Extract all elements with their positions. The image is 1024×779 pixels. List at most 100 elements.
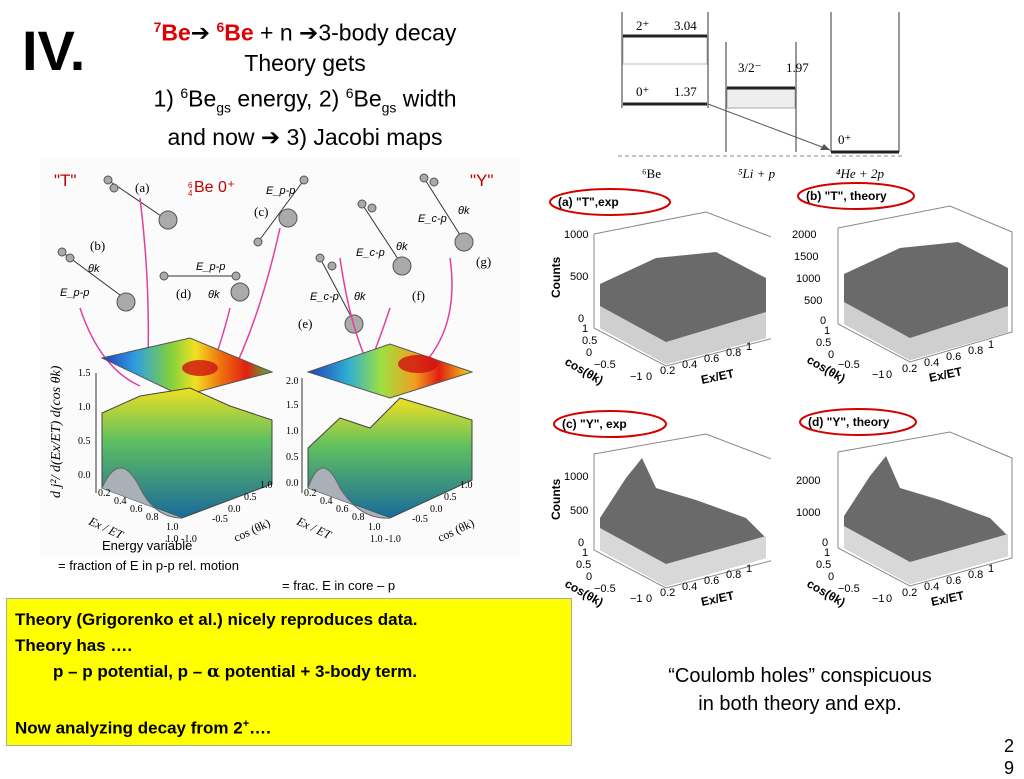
- summary-line-3: p – p potential, p – α potential + 3-bod…: [15, 659, 563, 685]
- cos-tick: −1: [630, 593, 643, 605]
- be6-0plus-energy: 1.37: [674, 84, 697, 99]
- he4-state-label: 0⁺: [838, 132, 851, 147]
- cos-tick: −0.5: [838, 583, 860, 595]
- page-number-digit-2: 9: [1003, 758, 1014, 778]
- histogram-title: (d) "Y", theory: [808, 415, 890, 429]
- slide-title: 7Be➔ 6Be + n ➔3-body decay Theory gets 1…: [90, 12, 520, 152]
- cos-tick: −0.5: [838, 359, 860, 371]
- arrow-icon: ➔: [190, 19, 211, 46]
- cos-tick: 1: [824, 547, 830, 559]
- cos-tick: 0.5: [582, 335, 597, 347]
- theta-label: θk: [458, 205, 470, 217]
- ex-tick: 0.2: [902, 363, 917, 375]
- tick: 0.8: [352, 512, 365, 523]
- tick: 0.0: [78, 470, 91, 481]
- diagram-label-e: (e): [298, 316, 312, 331]
- diagram-label-d: (d): [176, 286, 191, 301]
- histogram-title: (a) "T",exp: [558, 195, 619, 209]
- diagram-a: (a): [103, 175, 178, 230]
- summary-ellipsis: ….: [249, 718, 271, 738]
- tick: 0.5: [78, 436, 91, 447]
- tick: 0.2: [304, 488, 317, 499]
- ex-tick: 0.4: [682, 581, 697, 593]
- y-axis-label: Counts: [549, 478, 563, 520]
- ex-tick: 0.8: [968, 569, 983, 581]
- cos-tick: 1: [582, 323, 588, 335]
- histogram-panel-b: (b) "T", theory 2000 1500 1000 500 0 1 0…: [790, 182, 1015, 387]
- be7-mass-number: 7: [153, 19, 162, 35]
- title-line-3: 1) 6Begs energy, 2) 6Begs width: [90, 78, 520, 122]
- title-width-text: width: [396, 85, 457, 112]
- summary-box: Theory (Grigorenko et al.) nicely reprod…: [6, 598, 572, 746]
- ex-tick: 0.6: [946, 351, 961, 363]
- summary-line-2: Theory has ….: [15, 636, 133, 655]
- sub-gs: gs: [216, 98, 232, 115]
- z-tick: 500: [570, 505, 588, 517]
- tick: 1.0 -1.0: [166, 534, 197, 545]
- level-scheme-svg: 2⁺ 3.04 0⁺ 1.37 3/2⁻ 1.97 0⁺ ⁶Be ⁵Li + p…: [618, 12, 903, 181]
- page-number: 2 9: [998, 735, 1020, 779]
- ex-tick: 1: [746, 563, 752, 575]
- ex-tick: 0.6: [704, 575, 719, 587]
- title-decay-text: + n ➔3-body decay: [253, 19, 457, 46]
- histogram-a-svg: (a) "T",exp Counts 1000 500 0 1 0.5 0 −0…: [549, 188, 775, 388]
- tick: -0.5: [412, 514, 428, 525]
- ex-tick: 0: [886, 369, 892, 381]
- z-tick: 1000: [564, 229, 588, 241]
- nucleus-label: Be 0⁺: [194, 179, 235, 196]
- title-line-1: 7Be➔ 6Be + n ➔3-body decay: [90, 12, 520, 48]
- cos-tick: 0.5: [816, 559, 831, 571]
- left-surface-plot: d j²/ d(Ex/ET) d(cos θk): [49, 337, 274, 519]
- z-tick: 0: [822, 537, 828, 549]
- right-z-ticks: 2.0 1.5 1.0 0.5 0.0: [286, 376, 299, 489]
- cos-axis-label: cos (θk): [435, 516, 476, 545]
- z-tick: 2000: [796, 475, 820, 487]
- histogram-d-svg: (d) "Y", theory 2000 1000 0 1 0.5 0 −0.5…: [796, 408, 1013, 610]
- be-symbol: Be: [353, 85, 382, 112]
- ex-tick: 0.6: [946, 575, 961, 587]
- z-tick: 1000: [564, 471, 588, 483]
- z-tick: 500: [570, 271, 588, 283]
- z-tick: 0: [578, 537, 584, 549]
- cos-axis-label: cos(θk): [805, 352, 848, 385]
- tick: 1.5: [78, 368, 91, 379]
- cos-tick: 1: [824, 325, 830, 337]
- energy-label: E_c-p: [418, 213, 447, 225]
- theta-label: θk: [208, 289, 220, 301]
- li5-axis-label: ⁵Li + p: [738, 166, 776, 181]
- energy-label: E_p-p: [266, 185, 295, 197]
- ex-tick: 1: [988, 339, 994, 351]
- ex-tick: 0.4: [924, 581, 939, 593]
- ex-tick: 1: [746, 341, 752, 353]
- ex-axis-label: Ex/ET: [700, 588, 736, 609]
- z-tick: 1000: [796, 273, 820, 285]
- cos-tick: 1: [582, 547, 588, 559]
- histogram-c-svg: (c) "Y", exp Counts 1000 500 0 1 0.5 0 −…: [549, 410, 775, 610]
- cos-tick: −1: [872, 369, 885, 381]
- coulomb-line-1: “Coulomb holes” conspicuous: [668, 665, 932, 687]
- sup-plus: +: [242, 718, 250, 730]
- summary-potential-text: p – p potential, p –: [53, 662, 207, 681]
- z-tick: 1500: [794, 251, 818, 263]
- sup-6: 6: [345, 84, 354, 101]
- be-symbol: Be: [188, 85, 217, 112]
- cos-tick: −0.5: [594, 583, 616, 595]
- ex-tick: 0.2: [660, 365, 675, 377]
- diagram-label-a: (a): [135, 180, 149, 195]
- histogram-title: (b) "T", theory: [806, 189, 887, 203]
- tick: 0.8: [146, 512, 159, 523]
- title-line-2: Theory gets: [244, 49, 366, 76]
- he4-axis-label: ⁴He + 2p: [836, 166, 884, 181]
- tick: 0.4: [114, 496, 127, 507]
- histogram-b-svg: (b) "T", theory 2000 1500 1000 500 0 1 0…: [792, 182, 1013, 386]
- cos-tick: 0: [586, 347, 592, 359]
- be6-mass-number: 6: [216, 19, 225, 35]
- jacobi-map-figure: "T" "Y" 6 4 Be 0⁺ (a) (b) θk E_p-p (c) E…: [40, 158, 520, 556]
- diagram-label-f: (f): [412, 288, 425, 303]
- z-tick: 1000: [796, 507, 820, 519]
- energy-variable-label: Energy variable: [102, 538, 193, 553]
- tick: 1.0 -1.0: [370, 534, 401, 545]
- tick: 0.5: [444, 492, 457, 503]
- energy-label: E_c-p: [310, 291, 339, 303]
- tick: 1.0: [78, 402, 91, 413]
